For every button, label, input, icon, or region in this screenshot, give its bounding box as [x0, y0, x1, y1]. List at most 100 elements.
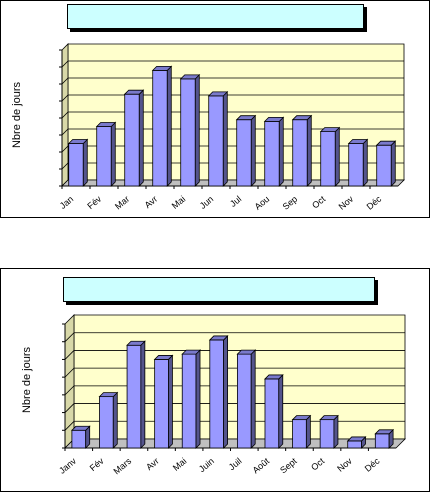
bar-top: [179, 74, 201, 80]
bar-front: [348, 143, 364, 187]
gridline: [61, 77, 404, 85]
bar-side: [250, 114, 256, 187]
x-tick-label: Oct: [309, 456, 327, 473]
bar: [346, 435, 367, 449]
bar-front: [319, 419, 335, 449]
bar: [291, 414, 312, 449]
bar: [181, 349, 201, 449]
plot-area: Janv Fév Mars Avr Mai Juin Juil Août Sept Oct Nov D…: [57, 314, 406, 477]
bar-top: [375, 140, 397, 146]
gridline: [61, 162, 404, 170]
gridline: [61, 145, 404, 153]
bar-front: [181, 353, 197, 449]
bar-side: [140, 340, 146, 449]
x-tick-label: Déc: [365, 194, 384, 212]
x-tick-label: Fév: [88, 456, 106, 474]
bar-top: [123, 89, 145, 95]
bar-front: [236, 119, 252, 187]
x-tick-label: Mars: [111, 456, 133, 477]
bar: [236, 349, 257, 449]
chart-title-box: [67, 4, 364, 29]
gridline: [64, 350, 405, 360]
x-tick-label: Jun: [198, 194, 216, 211]
bar-side: [334, 126, 340, 187]
bar-front: [264, 378, 280, 449]
bar-front: [99, 396, 114, 449]
bar-top: [263, 117, 285, 122]
gridline: [64, 385, 405, 396]
bar: [347, 138, 369, 187]
bar-front: [264, 121, 280, 187]
bar-top: [207, 91, 229, 97]
bar-top: [347, 139, 369, 144]
bar-side: [195, 349, 201, 449]
bar: [151, 65, 173, 187]
plot-area: Jan Fév Mar Avr Mai Jun Jul Aou Sep Oct Nov Déc: [58, 43, 405, 212]
bar: [235, 114, 257, 187]
bar-front: [124, 93, 140, 187]
bar-front: [347, 440, 362, 449]
bar: [70, 425, 91, 449]
bar-side: [390, 140, 396, 187]
bar-front: [208, 95, 224, 187]
bar-top: [236, 349, 257, 355]
chart-2: Nbre de jours Janv Fév Mars Avr Mai Juin Juil A…: [21, 314, 406, 477]
y-axis-label: Nbre de jours: [21, 346, 33, 413]
x-tick-label: Mar: [113, 194, 131, 212]
x-tick-label: Fév: [85, 194, 103, 212]
bar-top: [208, 335, 229, 341]
bar-side: [362, 138, 368, 187]
bar-front: [126, 344, 142, 449]
bar: [319, 126, 341, 187]
bar: [263, 116, 285, 187]
bar-front: [376, 144, 392, 187]
x-tick-label: Janv: [57, 456, 78, 476]
bar: [95, 121, 117, 187]
bar: [67, 138, 89, 187]
bar-side: [138, 89, 144, 187]
bar: [375, 140, 397, 187]
bar-side: [305, 414, 311, 449]
bar-front: [180, 78, 196, 187]
x-tick-label: Jan: [58, 194, 76, 211]
bar-front: [154, 359, 169, 449]
gridline: [61, 60, 404, 68]
bar-top: [235, 115, 257, 121]
x-tick-label: Nov: [335, 456, 354, 474]
gridline: [64, 332, 405, 342]
bar-side: [278, 373, 284, 449]
plot-side-wall: [64, 314, 75, 449]
bar: [98, 391, 119, 449]
chart-title-box: [63, 277, 375, 302]
bar-top: [264, 374, 284, 380]
x-tick-label: Nov: [337, 194, 356, 212]
bar-top: [319, 415, 339, 421]
bar-side: [223, 334, 229, 449]
bar-front: [71, 429, 87, 449]
bar: [319, 414, 339, 449]
bar-front: [374, 433, 390, 449]
bar-side: [112, 391, 118, 449]
bar-top: [181, 349, 201, 355]
bar-front: [320, 131, 336, 187]
bar-front: [292, 119, 308, 187]
gridline: [64, 403, 405, 413]
bar-front: [96, 126, 112, 187]
gridline: [64, 367, 405, 378]
x-tick-label: Août: [251, 456, 272, 476]
chart-1: Nbre de jours Jan Fév Mar Avr Mai Jun Jul Aou Se…: [11, 43, 405, 212]
bar-side: [222, 90, 228, 187]
gridline: [61, 111, 404, 119]
bar-side: [110, 121, 116, 187]
x-tick-label: Mai: [170, 194, 188, 211]
bar: [126, 340, 146, 449]
gridline: [61, 94, 404, 102]
x-tick-label: Sept: [278, 456, 299, 476]
x-tick-label: Aou: [253, 194, 272, 212]
x-tick-label: Jul: [228, 194, 243, 209]
bar-top: [346, 436, 367, 442]
bar-front: [68, 143, 84, 187]
bar-top: [319, 127, 341, 133]
bar-top: [151, 66, 173, 71]
bar-front: [236, 353, 252, 449]
